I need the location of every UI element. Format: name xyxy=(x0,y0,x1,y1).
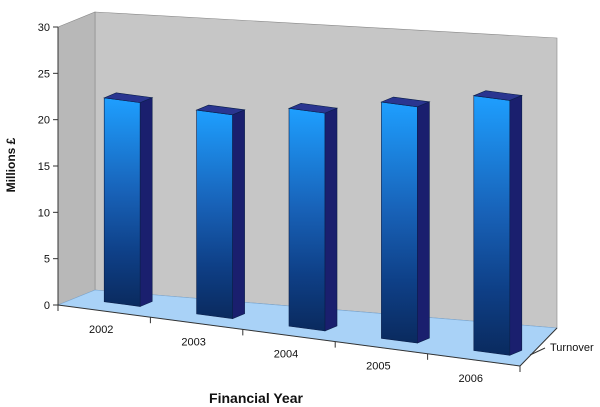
depth-axis-label: Turnover xyxy=(550,342,594,354)
y-tick-label: 20 xyxy=(38,115,50,127)
bar-2006 xyxy=(472,90,523,356)
bar-2005 xyxy=(380,96,431,344)
bar-front xyxy=(103,97,141,307)
side-wall xyxy=(57,11,96,306)
x-axis: 2002 2003 2004 2005 2006 xyxy=(57,304,558,385)
bar-front xyxy=(288,108,326,332)
x-tick-label: 2006 xyxy=(459,373,483,385)
y-tick-label: 25 xyxy=(38,68,50,80)
bar-top xyxy=(103,92,154,103)
x-axis-line xyxy=(57,304,521,367)
x-axis-title: Financial Year xyxy=(209,390,303,406)
bar-top xyxy=(380,96,431,108)
bar-2002 xyxy=(103,92,154,307)
bars xyxy=(103,90,523,356)
y-axis-title: Millions £ xyxy=(4,137,18,192)
bar-side xyxy=(324,107,338,332)
bar-top xyxy=(287,103,339,114)
y-axis: 0 5 10 15 20 25 30 xyxy=(38,22,59,312)
x-tick-label: 2004 xyxy=(274,349,298,361)
bar-front xyxy=(473,95,511,356)
y-tick-label: 15 xyxy=(38,161,50,173)
y-tick-label: 10 xyxy=(38,207,50,219)
depth-axis-line xyxy=(519,327,558,367)
bar-front xyxy=(381,101,418,344)
bar-side xyxy=(139,97,153,307)
bar-top xyxy=(195,104,246,116)
y-tick-label: 0 xyxy=(44,300,50,312)
bar-2003 xyxy=(195,104,246,320)
bar-front xyxy=(196,109,233,320)
y-tick-label: 30 xyxy=(38,22,50,34)
x-tick-label: 2003 xyxy=(181,336,205,348)
x-tick-label: 2005 xyxy=(366,361,390,373)
bar-2004 xyxy=(287,103,339,332)
bar-top xyxy=(472,90,523,101)
x-tick-label: 2002 xyxy=(89,324,113,336)
bar-side xyxy=(232,109,245,320)
bar-side xyxy=(509,94,523,356)
y-tick-label: 5 xyxy=(44,254,50,266)
depth-tick xyxy=(529,347,546,356)
bar-side xyxy=(417,101,430,344)
